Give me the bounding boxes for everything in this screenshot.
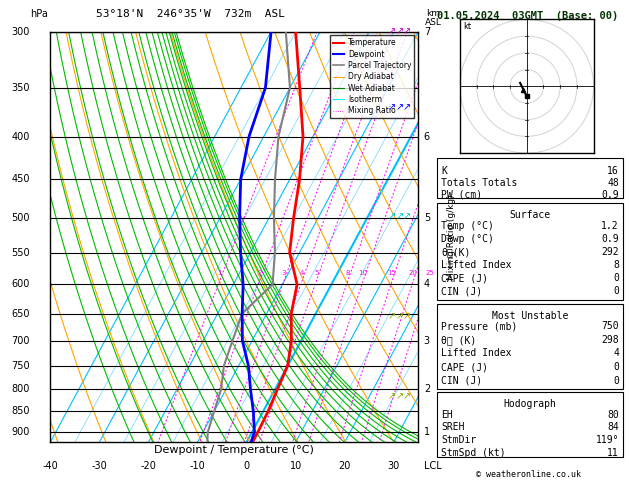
Text: 0: 0 bbox=[243, 461, 250, 471]
Text: 750: 750 bbox=[11, 361, 30, 371]
Text: 0: 0 bbox=[613, 376, 619, 386]
Text: 10: 10 bbox=[289, 461, 302, 471]
Text: 450: 450 bbox=[11, 174, 30, 185]
Text: Dewp (°C): Dewp (°C) bbox=[441, 234, 494, 244]
Text: 20: 20 bbox=[409, 270, 418, 277]
Text: 800: 800 bbox=[12, 384, 30, 394]
Text: 600: 600 bbox=[12, 279, 30, 289]
Text: StmSpd (kt): StmSpd (kt) bbox=[441, 448, 506, 458]
Text: -40: -40 bbox=[42, 461, 58, 471]
Text: 01.05.2024  03GMT  (Base: 00): 01.05.2024 03GMT (Base: 00) bbox=[437, 11, 618, 21]
Text: K: K bbox=[441, 166, 447, 176]
Text: $\nearrow\!\!\!\nearrow\!\!\!\nearrow$: $\nearrow\!\!\!\nearrow\!\!\!\nearrow$ bbox=[386, 311, 411, 321]
Text: Totals Totals: Totals Totals bbox=[441, 178, 517, 188]
Text: 8: 8 bbox=[613, 260, 619, 270]
Text: CIN (J): CIN (J) bbox=[441, 376, 482, 386]
Text: 650: 650 bbox=[11, 309, 30, 319]
Text: 850: 850 bbox=[11, 406, 30, 417]
Text: $\nearrow\!\!\!\nearrow\!\!\!\nearrow$: $\nearrow\!\!\!\nearrow\!\!\!\nearrow$ bbox=[386, 102, 411, 112]
Text: -20: -20 bbox=[140, 461, 157, 471]
Legend: Temperature, Dewpoint, Parcel Trajectory, Dry Adiabat, Wet Adiabat, Isotherm, Mi: Temperature, Dewpoint, Parcel Trajectory… bbox=[330, 35, 415, 118]
Text: 20: 20 bbox=[338, 461, 351, 471]
Text: $\nearrow\!\!\!\nearrow\!\!\!\nearrow$: $\nearrow\!\!\!\nearrow\!\!\!\nearrow$ bbox=[386, 211, 411, 221]
Text: 550: 550 bbox=[11, 248, 30, 258]
Text: StmDir: StmDir bbox=[441, 435, 476, 445]
Text: Lifted Index: Lifted Index bbox=[441, 260, 511, 270]
Text: 4: 4 bbox=[613, 348, 619, 359]
Text: Most Unstable: Most Unstable bbox=[492, 311, 568, 321]
Text: 84: 84 bbox=[607, 422, 619, 433]
Text: © weatheronline.co.uk: © weatheronline.co.uk bbox=[476, 469, 581, 479]
Text: θᴇ (K): θᴇ (K) bbox=[441, 335, 476, 345]
Text: 6: 6 bbox=[424, 132, 430, 141]
Text: 8: 8 bbox=[345, 270, 350, 277]
Text: 1: 1 bbox=[424, 427, 430, 437]
Text: $\nearrow\!\!\!\nearrow\!\!\!\nearrow$: $\nearrow\!\!\!\nearrow\!\!\!\nearrow$ bbox=[386, 391, 411, 401]
X-axis label: Dewpoint / Temperature (°C): Dewpoint / Temperature (°C) bbox=[154, 445, 314, 455]
Text: 16: 16 bbox=[607, 166, 619, 176]
Text: 3: 3 bbox=[282, 270, 286, 277]
Text: 0: 0 bbox=[613, 286, 619, 296]
Text: CIN (J): CIN (J) bbox=[441, 286, 482, 296]
Text: PW (cm): PW (cm) bbox=[441, 190, 482, 200]
Text: 1.2: 1.2 bbox=[601, 221, 619, 231]
Text: 400: 400 bbox=[12, 132, 30, 141]
Text: Surface: Surface bbox=[509, 210, 550, 220]
Text: Lifted Index: Lifted Index bbox=[441, 348, 511, 359]
Text: 10: 10 bbox=[359, 270, 367, 277]
Text: 30: 30 bbox=[387, 461, 400, 471]
Text: SREH: SREH bbox=[441, 422, 464, 433]
Text: 4: 4 bbox=[299, 270, 304, 277]
Text: 700: 700 bbox=[11, 336, 30, 346]
Text: 900: 900 bbox=[12, 427, 30, 437]
Text: 750: 750 bbox=[601, 321, 619, 331]
Text: 5: 5 bbox=[424, 213, 430, 223]
Text: 3: 3 bbox=[424, 336, 430, 346]
Text: hPa: hPa bbox=[30, 9, 48, 19]
Text: 15: 15 bbox=[387, 270, 396, 277]
Text: 300: 300 bbox=[12, 27, 30, 36]
Text: 2: 2 bbox=[257, 270, 262, 277]
Text: 4: 4 bbox=[424, 279, 430, 289]
Text: 80: 80 bbox=[607, 410, 619, 420]
Text: km
ASL: km ASL bbox=[425, 9, 442, 28]
Text: CAPE (J): CAPE (J) bbox=[441, 273, 488, 283]
Text: 0: 0 bbox=[613, 362, 619, 372]
Text: Mixing Ratio (g/kg): Mixing Ratio (g/kg) bbox=[447, 194, 456, 280]
Text: 298: 298 bbox=[601, 335, 619, 345]
Text: 0.9: 0.9 bbox=[601, 234, 619, 244]
Text: 0.9: 0.9 bbox=[601, 190, 619, 200]
Text: CAPE (J): CAPE (J) bbox=[441, 362, 488, 372]
Text: 2: 2 bbox=[424, 384, 430, 394]
Text: 350: 350 bbox=[11, 83, 30, 93]
Text: 292: 292 bbox=[601, 247, 619, 257]
Text: 500: 500 bbox=[11, 213, 30, 223]
Text: 48: 48 bbox=[607, 178, 619, 188]
Text: 1: 1 bbox=[217, 270, 222, 277]
Text: Pressure (mb): Pressure (mb) bbox=[441, 321, 517, 331]
Text: 7: 7 bbox=[424, 27, 430, 36]
Text: kt: kt bbox=[464, 22, 471, 32]
Text: -30: -30 bbox=[91, 461, 108, 471]
Text: 0: 0 bbox=[613, 273, 619, 283]
Text: 53°18'N  246°35'W  732m  ASL: 53°18'N 246°35'W 732m ASL bbox=[96, 9, 285, 19]
Text: $\nearrow\!\!\!\nearrow\!\!\!\nearrow$: $\nearrow\!\!\!\nearrow\!\!\!\nearrow$ bbox=[386, 27, 411, 36]
Text: θᴇ(K): θᴇ(K) bbox=[441, 247, 470, 257]
Text: 5: 5 bbox=[314, 270, 318, 277]
Text: Temp (°C): Temp (°C) bbox=[441, 221, 494, 231]
Text: -10: -10 bbox=[189, 461, 206, 471]
Text: Hodograph: Hodograph bbox=[503, 399, 557, 409]
Text: 25: 25 bbox=[426, 270, 434, 277]
Text: LCL: LCL bbox=[424, 461, 442, 471]
Text: 11: 11 bbox=[607, 448, 619, 458]
Text: 119°: 119° bbox=[596, 435, 619, 445]
Text: EH: EH bbox=[441, 410, 453, 420]
